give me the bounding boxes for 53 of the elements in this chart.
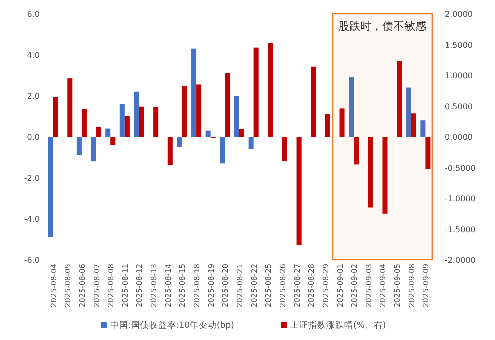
y-tick-label: 0.0 <box>27 133 40 142</box>
bar <box>368 137 374 208</box>
bar <box>220 137 226 164</box>
bar <box>254 48 259 137</box>
bar <box>311 66 316 137</box>
bar <box>426 137 431 169</box>
bar <box>168 137 173 166</box>
bar <box>110 137 116 145</box>
bar <box>397 61 402 137</box>
bar <box>48 137 54 238</box>
y-tick-label: 6.0 <box>27 10 40 19</box>
bar <box>76 137 82 156</box>
bar <box>68 78 73 137</box>
y2-tick-label: -0.5000 <box>445 164 476 173</box>
y-tick-label: -2.0 <box>24 174 40 183</box>
y2-tick-label: -2.0000 <box>445 256 476 265</box>
bar <box>382 137 388 214</box>
bar <box>268 44 274 137</box>
y2-tick-label: 1.0000 <box>445 72 473 80</box>
y2-tick-label: 1.5000 <box>445 40 473 50</box>
bar <box>248 137 254 150</box>
bar <box>96 127 102 137</box>
y2-tick-label: -1.0000 <box>445 194 476 204</box>
y2-tick-label: 2.0000 <box>445 10 473 19</box>
bar <box>234 96 240 137</box>
bar <box>182 86 188 137</box>
legend-label: 中国:国债收益率:10年变动(bp) <box>110 320 234 331</box>
bar <box>206 130 211 137</box>
bar <box>177 137 182 148</box>
band-label: 股跌时，债不敏感 <box>338 20 427 33</box>
bar <box>225 73 230 137</box>
bar <box>53 97 58 137</box>
bar <box>296 137 302 246</box>
bar <box>82 109 87 137</box>
y-tick-label: -6.0 <box>24 256 40 265</box>
y2-tick-label: -1.5000 <box>445 225 476 234</box>
legend-label: 上证指数涨跌幅(%、右) <box>290 320 386 331</box>
bar <box>349 78 354 137</box>
bar <box>154 107 159 137</box>
bar <box>340 108 345 137</box>
bar <box>106 128 111 137</box>
bar <box>406 88 412 137</box>
bar <box>282 137 288 161</box>
y2-tick-label: 0.5000 <box>445 102 473 112</box>
y2-tick-label: 0.0000 <box>445 133 473 142</box>
bar <box>240 129 245 137</box>
y-tick-label: 2.0 <box>27 92 40 101</box>
y-tick-label: 4.0 <box>27 51 40 60</box>
bar <box>354 137 360 165</box>
bar <box>91 137 96 162</box>
bar <box>420 120 426 137</box>
y-tick-label: -4.0 <box>24 215 40 224</box>
bar <box>325 114 330 137</box>
